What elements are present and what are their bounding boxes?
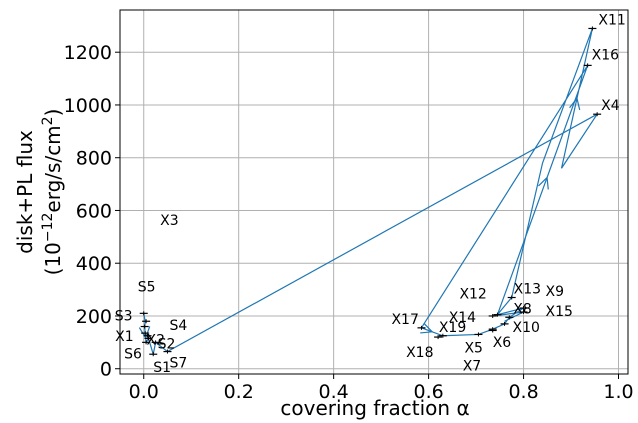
plot-frame [119,9,629,375]
y-axis-title-line1: disk+PL flux [13,130,37,254]
point-label-x5: X5 [464,340,483,356]
x-tick-label: 0.4 [319,381,349,403]
point-label-s1: S1 [153,360,171,376]
point-label-x16: X16 [592,47,619,63]
y-axis-title-part: (10 [41,242,65,275]
point-label-x3: X3 [160,213,179,229]
y-axis-title-unit: erg/s/cm [41,125,65,212]
point-label-x10: X10 [513,320,540,336]
data-markers [139,26,602,357]
point-label-x6: X6 [493,335,512,351]
y-axis-title-exp1: −12 [40,213,56,243]
x-tick-label: 0.8 [508,381,538,403]
point-label-s7: S7 [169,356,187,372]
point-label-x15: X15 [546,304,573,320]
y-axis-ticks: 0 200 400 600 800 1000 1200 [64,42,120,381]
y-tick-label: 200 [76,306,112,328]
point-label-x12: X12 [459,287,486,303]
point-label-s3: S3 [115,309,133,325]
y-axis-title-end: ) [41,109,65,117]
x-tick-label: 0.0 [129,381,159,403]
point-label-s4: S4 [170,318,188,334]
point-label-x7: X7 [463,358,482,374]
point-label-s6: S6 [124,346,142,362]
y-tick-label: 1000 [64,95,112,117]
point-label-x2: X2 [146,332,165,348]
y-axis-title: disk+PL flux (10−12erg/s/cm2) [13,109,65,276]
direction-arrow [420,322,434,334]
point-label-x17: X17 [391,312,418,328]
point-label-x9: X9 [546,284,565,300]
y-tick-label: 800 [76,148,112,170]
x-tick-label: 0.6 [413,381,443,403]
y-tick-label: 600 [76,200,112,222]
y-axis-title-line2: (10−12erg/s/cm2) [40,109,65,276]
grid [120,10,628,374]
point-label-x4: X4 [601,98,620,114]
direction-arrow [138,326,151,340]
point-label-x13: X13 [514,282,541,298]
y-tick-label: 0 [100,359,112,381]
x-tick-label: 0.2 [224,381,254,403]
point-label-x8: X8 [513,301,532,317]
point-label-s5: S5 [138,279,156,295]
x-tick-label: 1.0 [603,381,633,403]
y-axis-title-exp2: 2 [40,116,56,125]
point-label-x14: X14 [449,310,476,326]
direction-arrow [569,97,581,111]
y-tick-label: 400 [76,253,112,275]
y-tick-label: 1200 [64,42,112,64]
x-axis-title: covering fraction α [280,396,469,420]
point-label-x11: X11 [598,12,625,28]
point-label-x19: X19 [439,320,466,336]
point-label-x1: X1 [115,329,134,345]
point-label-x18: X18 [406,345,433,361]
direction-arrow [538,176,549,190]
x-axis-ticks: 0.0 0.2 0.4 0.6 0.8 1.0 [129,374,634,403]
point-label-s2: S2 [158,336,176,352]
